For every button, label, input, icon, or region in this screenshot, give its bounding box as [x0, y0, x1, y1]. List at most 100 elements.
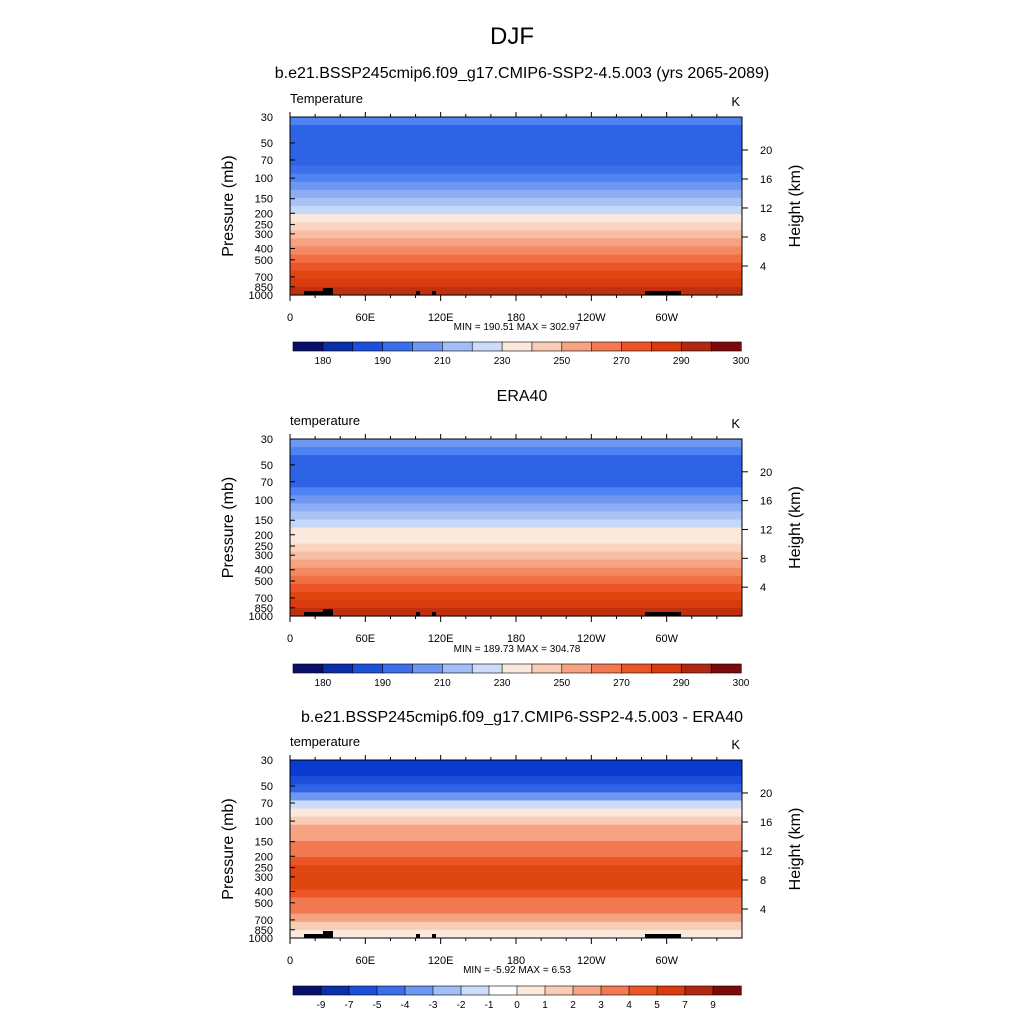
x-tick-label: 120E [428, 633, 454, 645]
colorbar-swatch [532, 342, 562, 351]
y-tick-label: 50 [261, 138, 273, 150]
contour-band [290, 117, 742, 126]
contour-band [290, 463, 742, 472]
contour-band [290, 503, 742, 512]
topography-mask [323, 931, 333, 938]
contour-band [290, 230, 742, 239]
y-tick-label: 300 [255, 550, 273, 562]
contour-band [290, 576, 742, 585]
colorbar-label: 7 [682, 1000, 688, 1011]
contour-band [290, 479, 742, 488]
colorbar-swatch [293, 986, 321, 995]
contour-band [290, 198, 742, 207]
y2-tick-label: 12 [760, 203, 772, 215]
min-max-stats: MIN = 189.73 MAX = 304.78 [454, 644, 581, 655]
colorbar-swatch [601, 986, 629, 995]
colorbar-label: 0 [514, 1000, 520, 1011]
y-tick-label: 1000 [249, 290, 273, 302]
x-tick-label: 60W [655, 312, 678, 324]
x-tick-label: 60E [356, 955, 376, 967]
x-tick-label: 0 [287, 955, 293, 967]
y2-tick-label: 20 [760, 788, 772, 800]
colorbar-swatch [353, 664, 383, 673]
colorbar-label: -4 [401, 1000, 410, 1011]
y2-tick-label: 8 [760, 875, 766, 887]
y-tick-label: 100 [255, 816, 273, 828]
colorbar-swatch [461, 986, 489, 995]
colorbar-label: 4 [626, 1000, 632, 1011]
contour-band [290, 246, 742, 255]
variable-label: Temperature [290, 91, 363, 106]
y-tick-label: 30 [261, 112, 273, 124]
colorbar-label: 270 [613, 356, 630, 367]
contour-band [290, 471, 742, 480]
y2-tick-label: 16 [760, 817, 772, 829]
contour-band [290, 141, 742, 150]
contour-band [290, 817, 742, 826]
colorbar-swatch [383, 342, 413, 351]
contour-band [290, 792, 742, 801]
y-tick-label: 1000 [249, 933, 273, 945]
colorbar-swatch [681, 342, 711, 351]
contour-band [290, 133, 742, 142]
y-axis-title: Pressure (mb) [220, 155, 237, 256]
y2-tick-label: 4 [760, 904, 766, 916]
x-tick-label: 120W [577, 312, 606, 324]
contour-band [290, 560, 742, 569]
colorbar-label: -9 [317, 1000, 326, 1011]
contour-band [290, 263, 742, 272]
x-tick-label: 120W [577, 955, 606, 967]
y-tick-label: 300 [255, 872, 273, 884]
y2-tick-label: 20 [760, 145, 772, 157]
colorbar-swatch [377, 986, 405, 995]
contour-band [290, 784, 742, 793]
topography-mask [323, 288, 333, 295]
contour-band [290, 487, 742, 496]
colorbar-swatch [681, 664, 711, 673]
colorbar-swatch [442, 342, 472, 351]
colorbar-label: -3 [429, 1000, 438, 1011]
colorbar-label: 250 [553, 678, 570, 689]
colorbar-swatch [412, 664, 442, 673]
colorbar-swatch [502, 664, 532, 673]
contour-band [290, 528, 742, 537]
colorbar-swatch [651, 664, 681, 673]
colorbar-label: 1 [542, 1000, 548, 1011]
y-tick-label: 150 [255, 515, 273, 527]
y2-tick-label: 20 [760, 467, 772, 479]
contour-band [290, 889, 742, 898]
colorbar-swatch [383, 664, 413, 673]
y2-axis-title: Height (km) [787, 486, 804, 569]
y-tick-label: 500 [255, 576, 273, 588]
colorbar-swatch [545, 986, 573, 995]
panel-title: b.e21.BSSP245cmip6.f09_g17.CMIP6-SSP2-4.… [275, 65, 770, 82]
variable-label: temperature [290, 413, 360, 428]
topography-mask [416, 612, 420, 616]
topography-mask [432, 612, 436, 616]
x-tick-label: 60E [356, 633, 376, 645]
y-tick-label: 500 [255, 255, 273, 267]
colorbar-swatch [433, 986, 461, 995]
y2-tick-label: 8 [760, 232, 766, 244]
colorbar-swatch [622, 664, 652, 673]
x-tick-label: 0 [287, 633, 293, 645]
colorbar-label: 190 [374, 356, 391, 367]
contour-band [290, 873, 742, 882]
colorbar-label: 230 [494, 678, 511, 689]
contour-band [290, 447, 742, 456]
contour-band [290, 206, 742, 215]
contour-band [290, 149, 742, 158]
contour-band [290, 519, 742, 528]
colorbar-swatch [502, 342, 532, 351]
colorbar-label: 190 [374, 678, 391, 689]
colorbar-swatch [657, 986, 685, 995]
y-tick-label: 1000 [249, 611, 273, 623]
colorbar-swatch [293, 664, 323, 673]
colorbar-swatch [629, 986, 657, 995]
y-tick-label: 200 [255, 851, 273, 863]
y-tick-label: 200 [255, 208, 273, 220]
contour-band [290, 182, 742, 191]
contour-band [290, 455, 742, 464]
contour-band [290, 592, 742, 601]
colorbar-swatch [442, 664, 472, 673]
